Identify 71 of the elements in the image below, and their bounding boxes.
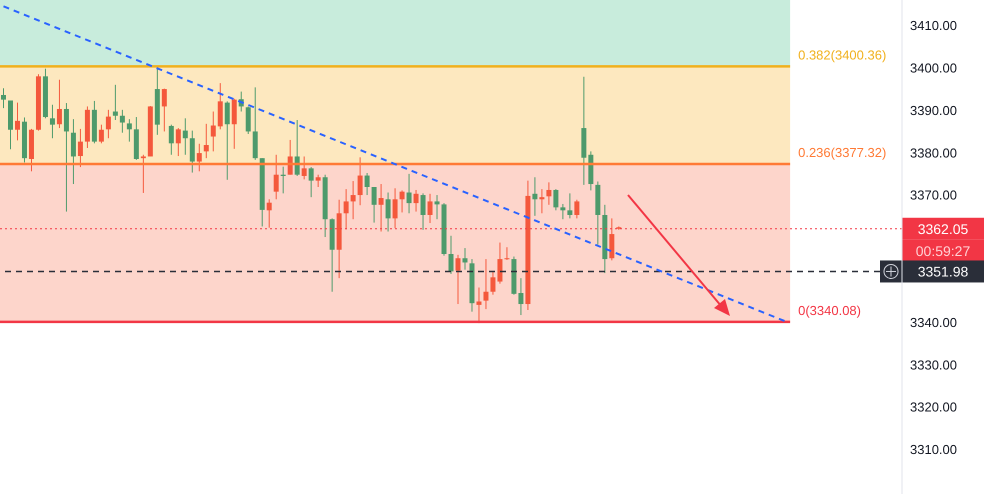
candlestick — [182, 118, 188, 156]
candlestick — [1, 88, 6, 109]
candlestick — [553, 188, 558, 211]
candlestick — [392, 188, 398, 229]
candlestick — [434, 194, 440, 220]
text: 00:59:27 — [916, 242, 970, 259]
candlestick — [106, 109, 111, 139]
candlestick — [344, 188, 349, 230]
candlestick — [504, 246, 510, 260]
candlestick — [162, 88, 167, 132]
y-tick-label: 3410.00 — [910, 18, 957, 34]
candlestick — [350, 180, 356, 220]
candlestick — [316, 174, 321, 188]
candlestick — [532, 176, 538, 216]
candlestick — [64, 102, 69, 212]
ref-line-label: 0.382(3400.36) — [798, 47, 886, 62]
candlestick — [497, 242, 502, 284]
candlestick — [414, 189, 419, 212]
candlestick — [274, 154, 279, 200]
y-tick-label: 3310.00 — [910, 442, 957, 458]
candlestick — [483, 258, 488, 310]
candlestick — [78, 128, 83, 168]
candlestick — [210, 111, 216, 152]
candlestick — [364, 172, 370, 196]
y-tick-label: 3390.00 — [910, 102, 957, 118]
candlestick — [455, 254, 460, 305]
y-tick-label: 3400.00 — [910, 60, 957, 76]
candlestick — [546, 182, 552, 206]
candlestick — [224, 100, 230, 180]
candlestick — [176, 128, 181, 157]
ref-line-label: 0(3340.08) — [798, 302, 862, 318]
candlestick — [112, 84, 118, 120]
candlestick — [358, 156, 363, 206]
candlestick — [126, 118, 132, 142]
candlestick — [98, 124, 104, 144]
candlestick — [378, 184, 384, 232]
candlestick — [560, 203, 566, 220]
candlestick — [428, 193, 433, 224]
candlestick — [302, 156, 307, 180]
candlestick — [406, 173, 412, 214]
candlestick — [168, 124, 174, 156]
candlestick — [120, 109, 125, 134]
y-tick-label: 3340.00 — [910, 314, 957, 330]
candlestick — [448, 235, 454, 274]
candlestick — [266, 198, 272, 228]
y-tick-label: 3330.00 — [910, 357, 957, 372]
candlestick — [567, 192, 572, 219]
candlestick — [190, 130, 195, 174]
candlestick — [196, 143, 202, 172]
ref-line-label: 3351.98 — [918, 263, 969, 280]
candlestick — [204, 123, 209, 159]
candlestick — [372, 186, 377, 224]
candlestick — [14, 102, 20, 141]
candlestick — [462, 248, 468, 270]
candlestick — [539, 188, 544, 214]
y-tick-label: 3320.00 — [910, 400, 957, 415]
candlestick — [386, 192, 391, 232]
candlestick — [50, 104, 55, 139]
ref-line-label: 3362.05 — [918, 220, 969, 237]
candlestick — [574, 199, 580, 219]
candlestick — [518, 278, 524, 316]
candlestick — [308, 166, 314, 198]
candlestick — [400, 190, 405, 213]
candlestick — [420, 192, 426, 230]
y-tick-label: 3380.00 — [910, 145, 957, 160]
candlestick — [56, 79, 62, 129]
y-tick-label: 3370.00 — [910, 188, 957, 203]
candlestick — [280, 166, 286, 194]
ref-line-label: 0.236(3377.32) — [798, 145, 886, 160]
candlestick — [70, 118, 76, 185]
candlestick — [490, 270, 496, 296]
